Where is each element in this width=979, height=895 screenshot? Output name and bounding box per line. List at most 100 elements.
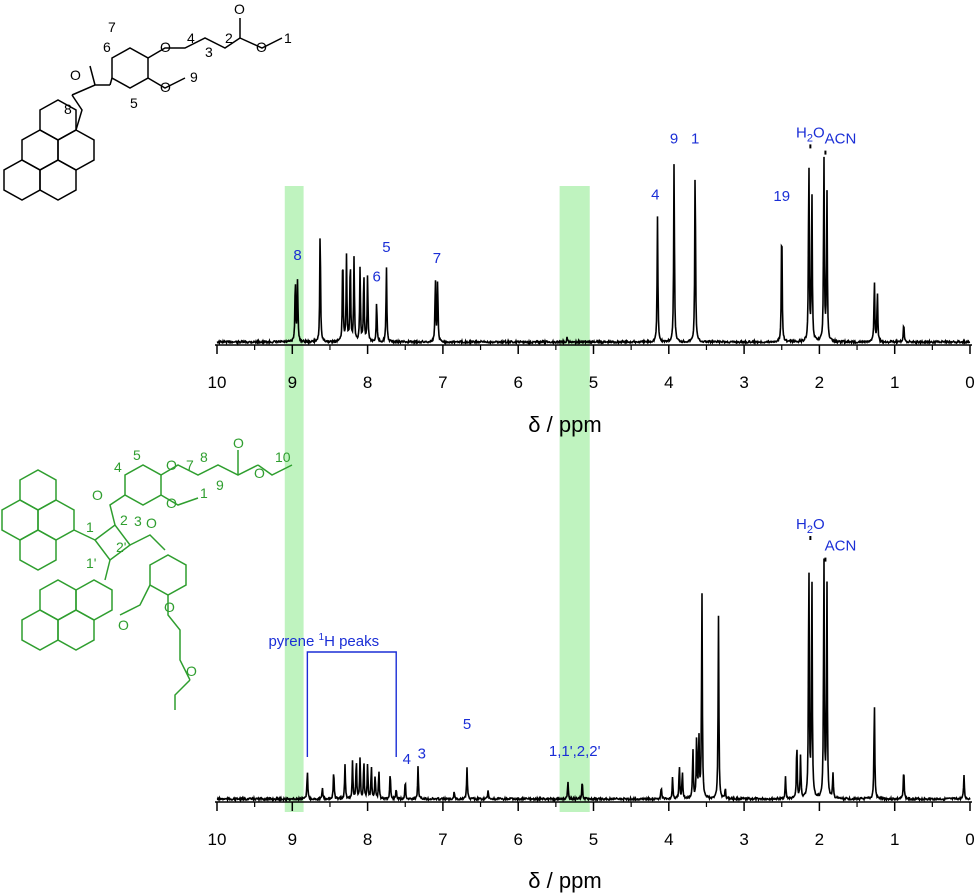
peak-annotation: 6 (372, 269, 380, 286)
methyl-bond (257, 464, 293, 476)
x-tick-label: 1 (890, 373, 899, 392)
top-peak-annotations: 8 56 7 4 9 1 19 H2O ACN (293, 124, 856, 285)
ester-chain (147, 37, 241, 59)
mol-top-atom-o: O (160, 39, 171, 55)
mol-bot-label: 1 (86, 519, 94, 535)
solvent-annotation: ACN (825, 131, 857, 148)
benzene-ring (111, 47, 149, 89)
x-tick-label: 6 (513, 830, 522, 849)
mol-top-atom-o: O (256, 39, 267, 55)
peak-annotation: 7 (433, 250, 441, 267)
mol-bot-label: 4 (114, 459, 122, 475)
mol-top-label: 9 (190, 69, 198, 85)
top-molecule-structure (3, 18, 283, 201)
vinyl-bond (71, 94, 83, 131)
mol-bot-atom-o: O (233, 435, 244, 451)
mol-top-label: 6 (103, 39, 111, 55)
top-x-axis: 10 9 8 7 6 5 4 3 2 1 0 (208, 344, 975, 392)
bottom-molecule-labels: 4 5 7 8 10 9 1 O O O O O O O O 3 2 1 2' … (86, 435, 291, 679)
benzene-ring (149, 554, 187, 596)
x-tick-label: 2 (815, 373, 824, 392)
mol-bot-label: 2 (120, 512, 128, 528)
bottom-x-axis-label: δ / ppm (528, 868, 601, 893)
mol-top-atom-o: O (70, 67, 81, 83)
peak-annotation: 9 (670, 131, 678, 148)
bottom-molecule-structure (1, 450, 293, 710)
mol-bot-label: 2' (116, 539, 126, 555)
solvent-annotation: ACN (825, 538, 857, 555)
mol-top-label: 2 (225, 30, 233, 46)
highlight-bands (284, 186, 590, 812)
mol-bot-label: 8 (200, 449, 208, 465)
top-spectrum-trace (216, 156, 971, 346)
x-tick-label: 7 (438, 830, 447, 849)
pyrene-ring (1, 499, 39, 541)
x-tick-label: 10 (208, 830, 227, 849)
mol-bot-atom-o: O (166, 457, 177, 473)
mol-top-label: 4 (187, 30, 195, 46)
x-tick-label: 6 (513, 373, 522, 392)
peak-annotation: 1,1',2,2' (549, 743, 601, 760)
mol-bot-atom-o: O (186, 663, 197, 679)
mol-bot-atom-o: O (92, 487, 103, 503)
mol-bot-label: 7 (186, 457, 194, 473)
mol-top-label: 8 (64, 101, 72, 117)
mol-bot-label: 9 (216, 477, 224, 493)
pyrene-ring (3, 159, 41, 201)
mol-bot-label: 5 (133, 447, 141, 463)
ketone-bond (129, 534, 166, 551)
methyl-bond (174, 679, 191, 710)
x-tick-label: 0 (965, 830, 974, 849)
x-tick-label: 8 (363, 830, 372, 849)
x-tick-label: 0 (965, 373, 974, 392)
pyrene-ring (39, 579, 77, 621)
ketone-bond (109, 494, 126, 526)
mol-bot-atom-o: O (166, 495, 177, 511)
carbonyl-bond (89, 65, 96, 86)
bond (109, 77, 113, 86)
pyrene-ring (21, 129, 59, 171)
x-tick-label: 3 (739, 373, 748, 392)
pyrene-ring (21, 609, 59, 651)
mol-bot-label: 3 (134, 513, 142, 529)
peak-annotation: 4 (651, 186, 659, 203)
pyrene-ring (57, 609, 95, 651)
x-tick-label: 1 (890, 830, 899, 849)
x-tick-label: 9 (288, 373, 297, 392)
methoxy-bond (160, 494, 199, 506)
top-x-axis-label: δ / ppm (528, 412, 601, 437)
bracket-label: pyrene 1H peaks (268, 632, 379, 650)
vinyl-bond (71, 84, 110, 96)
x-tick-label: 4 (664, 830, 673, 849)
mol-top-atom-o: O (234, 1, 245, 17)
peak-annotation: 1 (691, 131, 699, 148)
mol-bot-label: 10 (275, 449, 291, 465)
x-tick-label: 4 (664, 373, 673, 392)
mol-top-label: 1 (284, 30, 292, 46)
pyrene-ring (19, 469, 57, 511)
bottom-x-axis: 10 9 8 7 6 5 4 3 2 1 0 (208, 801, 975, 849)
x-tick-label: 3 (739, 830, 748, 849)
mol-top-atom-o: O (160, 79, 171, 95)
ester-chain (160, 464, 259, 476)
x-tick-label: 9 (288, 830, 297, 849)
pyrene-bracket (306, 651, 397, 757)
methoxy-bond (147, 77, 186, 89)
bond (104, 559, 111, 581)
peak-annotation: 8 (293, 247, 301, 264)
mol-bot-atom-o: O (146, 515, 157, 531)
top-molecule-labels: 7 6 4 3 2 1 O O O O O 9 5 8 (64, 1, 292, 117)
mol-bot-atom-o: O (254, 465, 265, 481)
peak-annotation: 5 (463, 716, 471, 733)
mol-top-label: 5 (130, 95, 138, 111)
x-tick-label: 8 (363, 373, 372, 392)
x-tick-label: 10 (208, 373, 227, 392)
mol-bot-label: 1 (200, 485, 208, 501)
bond (73, 529, 96, 541)
highlight-band (559, 186, 590, 812)
mol-bot-atom-o: O (118, 617, 129, 633)
peak-annotation: 5 (382, 239, 390, 256)
pyrene-ring (75, 579, 113, 621)
